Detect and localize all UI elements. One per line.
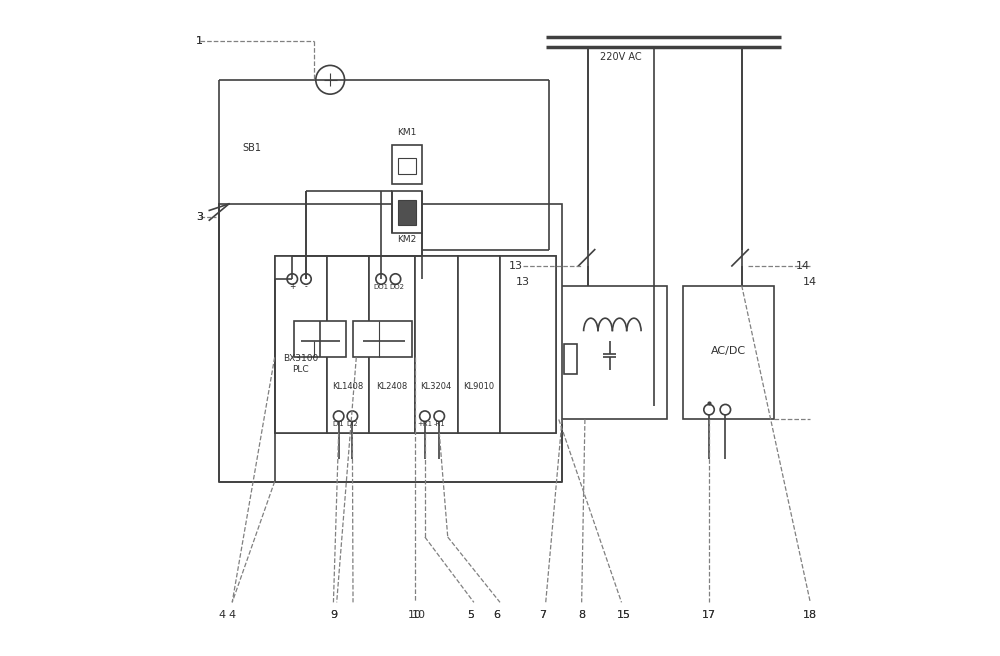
Circle shape	[704, 405, 714, 415]
Text: 8: 8	[578, 611, 585, 621]
Text: +R1: +R1	[417, 421, 432, 427]
Bar	[219, 204, 562, 482]
Circle shape	[287, 274, 298, 284]
Circle shape	[376, 274, 386, 284]
Text: 6: 6	[493, 611, 500, 621]
Text: -: -	[305, 282, 307, 291]
Bar	[564, 344, 577, 374]
Text: 17: 17	[702, 611, 716, 621]
Bar	[398, 200, 416, 225]
Circle shape	[390, 274, 401, 284]
Text: 6: 6	[493, 611, 500, 621]
Text: 13: 13	[509, 261, 523, 271]
Text: DI2: DI2	[347, 421, 358, 427]
Circle shape	[420, 411, 430, 421]
Text: -R1: -R1	[433, 421, 445, 427]
Circle shape	[333, 411, 344, 421]
Bar	[275, 256, 556, 432]
Text: 17: 17	[702, 611, 716, 621]
Circle shape	[347, 411, 358, 421]
Bar	[392, 145, 422, 184]
Text: 14: 14	[803, 277, 817, 287]
Text: SB1: SB1	[242, 144, 261, 154]
Text: 4: 4	[229, 611, 236, 621]
Text: KL1408: KL1408	[332, 382, 363, 391]
Text: DO2: DO2	[389, 284, 404, 290]
Text: DO1: DO1	[374, 284, 389, 290]
Text: 10: 10	[408, 611, 422, 621]
Circle shape	[720, 405, 731, 415]
Text: 15: 15	[617, 611, 631, 621]
Text: 5: 5	[467, 611, 474, 621]
Text: 1: 1	[196, 35, 203, 45]
Text: KL2408: KL2408	[377, 382, 408, 391]
Text: 10: 10	[411, 611, 425, 621]
Text: +: +	[289, 282, 295, 291]
Text: 3: 3	[196, 212, 203, 222]
Text: 15: 15	[617, 611, 631, 621]
Text: 3: 3	[196, 212, 203, 222]
Circle shape	[316, 66, 345, 94]
Text: 18: 18	[803, 611, 817, 621]
Bar	[353, 321, 412, 358]
Circle shape	[301, 274, 311, 284]
Text: DI1: DI1	[333, 421, 345, 427]
Text: 5: 5	[467, 611, 474, 621]
Text: 4: 4	[219, 611, 226, 621]
Text: KM2: KM2	[397, 236, 416, 244]
Text: 220V AC: 220V AC	[600, 52, 642, 62]
Text: 9: 9	[330, 611, 337, 621]
Bar	[415, 256, 458, 432]
Bar	[392, 191, 422, 234]
Text: 9: 9	[330, 611, 337, 621]
Text: 1: 1	[196, 35, 203, 45]
Text: 18: 18	[803, 611, 817, 621]
Text: 13: 13	[516, 277, 530, 287]
Bar	[398, 158, 416, 174]
Text: KM1: KM1	[397, 127, 416, 136]
Text: KL9010: KL9010	[463, 382, 494, 391]
Text: 14: 14	[796, 261, 810, 271]
Text: KL3204: KL3204	[420, 382, 452, 391]
Circle shape	[434, 411, 444, 421]
Bar	[500, 256, 556, 432]
Text: 7: 7	[539, 611, 546, 621]
Bar	[327, 256, 369, 432]
Bar	[294, 321, 346, 358]
Bar	[275, 256, 327, 432]
Text: 7: 7	[539, 611, 546, 621]
Bar	[458, 256, 500, 432]
Text: AC/DC: AC/DC	[711, 346, 746, 356]
Bar	[559, 285, 667, 419]
Bar	[369, 256, 415, 432]
Text: 8: 8	[578, 611, 585, 621]
Text: BX3100
PLC: BX3100 PLC	[283, 354, 318, 374]
Bar	[683, 285, 774, 419]
